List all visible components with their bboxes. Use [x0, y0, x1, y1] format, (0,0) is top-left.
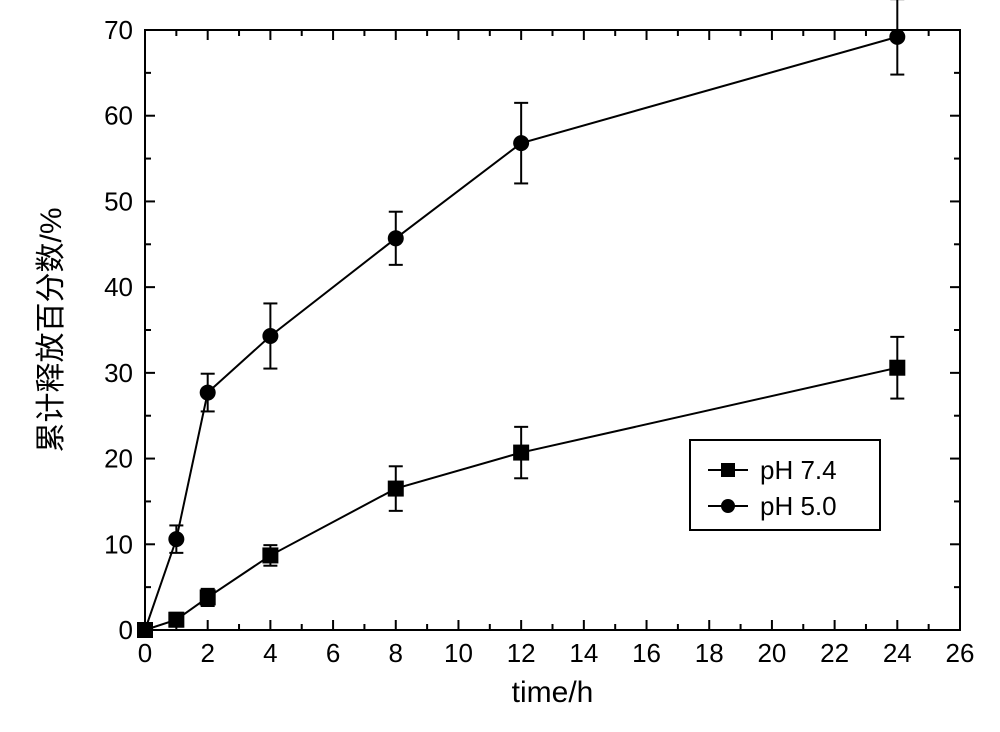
marker-square	[513, 445, 529, 461]
release-chart: 02468101214161820222426010203040506070ti…	[0, 0, 1000, 732]
marker-square	[889, 360, 905, 376]
marker-square	[262, 547, 278, 563]
x-axis-label: time/h	[512, 676, 594, 709]
legend-marker-square	[721, 463, 735, 477]
x-tick-label: 12	[507, 638, 536, 668]
marker-circle	[513, 135, 529, 151]
x-tick-label: 22	[820, 638, 849, 668]
legend-marker-circle	[721, 499, 735, 513]
marker-circle	[168, 531, 184, 547]
y-axis-label: 累计释放百分数/%	[35, 207, 68, 452]
x-tick-label: 16	[632, 638, 661, 668]
marker-square	[388, 481, 404, 497]
x-tick-label: 0	[138, 638, 152, 668]
chart-svg: 02468101214161820222426010203040506070ti…	[0, 0, 1000, 732]
x-tick-label: 2	[200, 638, 214, 668]
y-tick-label: 0	[119, 615, 133, 645]
legend-label: pH 5.0	[760, 491, 837, 521]
marker-circle	[200, 385, 216, 401]
marker-square	[200, 589, 216, 605]
x-tick-label: 8	[389, 638, 403, 668]
x-tick-label: 6	[326, 638, 340, 668]
marker-circle	[137, 622, 153, 638]
marker-circle	[388, 230, 404, 246]
y-tick-label: 10	[104, 529, 133, 559]
y-tick-label: 60	[104, 101, 133, 131]
x-tick-label: 10	[444, 638, 473, 668]
legend-label: pH 7.4	[760, 455, 837, 485]
y-tick-label: 30	[104, 358, 133, 388]
x-tick-label: 24	[883, 638, 912, 668]
marker-circle	[889, 29, 905, 45]
y-tick-label: 40	[104, 272, 133, 302]
y-tick-label: 70	[104, 15, 133, 45]
y-tick-label: 20	[104, 444, 133, 474]
x-tick-label: 26	[946, 638, 975, 668]
x-tick-label: 14	[569, 638, 598, 668]
marker-square	[168, 612, 184, 628]
x-tick-label: 20	[757, 638, 786, 668]
y-tick-label: 50	[104, 186, 133, 216]
marker-circle	[262, 328, 278, 344]
x-tick-label: 4	[263, 638, 277, 668]
x-tick-label: 18	[695, 638, 724, 668]
